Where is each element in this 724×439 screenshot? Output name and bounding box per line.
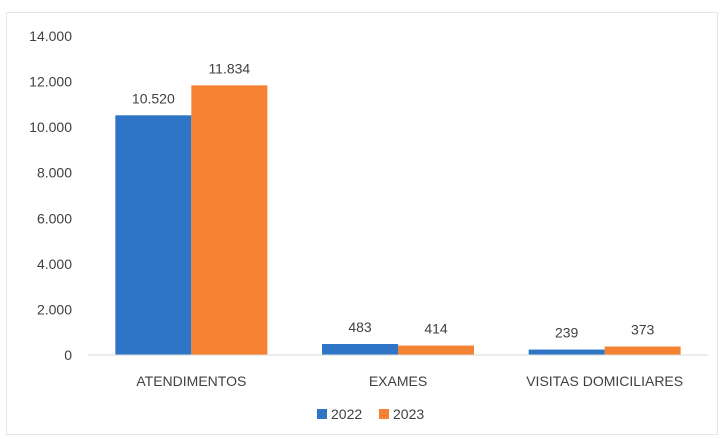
legend-label-2022: 2022 <box>331 406 362 422</box>
category-label: ATENDIMENTOS <box>136 373 246 389</box>
bars-group <box>115 85 681 356</box>
bar-2022-2 <box>528 349 605 355</box>
bar-2023-1 <box>398 345 474 355</box>
legend-swatch-2023 <box>379 409 389 419</box>
data-label-2022-2: 239 <box>555 325 579 341</box>
bar-2022-1 <box>322 343 398 355</box>
legend-swatch-2022 <box>317 409 327 419</box>
y-tick-label: 14.000 <box>29 28 72 44</box>
data-label-2023-2: 373 <box>631 322 655 338</box>
y-tick-label: 2.000 <box>37 301 72 317</box>
bar-2022-0 <box>115 115 192 356</box>
bar-2023-0 <box>191 85 268 356</box>
x-axis: ATENDIMENTOS EXAMES VISITAS DOMICILIARES <box>88 354 708 389</box>
y-tick-label: 12.000 <box>29 74 72 90</box>
y-tick-label: 0 <box>64 347 72 363</box>
y-tick-label: 10.000 <box>29 119 72 135</box>
data-label-2023-1: 414 <box>424 321 448 337</box>
data-label-2022-1: 483 <box>348 319 372 335</box>
bar-2023-2 <box>604 346 681 355</box>
y-axis: 0 2.000 4.000 6.000 8.000 10.000 12.000 14.000 <box>29 28 72 363</box>
data-labels-group: 10.520 11.834 483 414 239 373 <box>132 60 655 340</box>
y-tick-label: 6.000 <box>37 210 72 226</box>
category-label: EXAMES <box>369 373 427 389</box>
legend-label-2023: 2023 <box>393 406 424 422</box>
data-label-2022-0: 10.520 <box>132 90 175 106</box>
category-label: VISITAS DOMICILIARES <box>526 373 683 389</box>
y-tick-label: 4.000 <box>37 256 72 272</box>
legend: 2022 2023 <box>317 406 424 422</box>
data-label-2023-0: 11.834 <box>208 60 250 76</box>
y-tick-label: 8.000 <box>37 165 72 181</box>
